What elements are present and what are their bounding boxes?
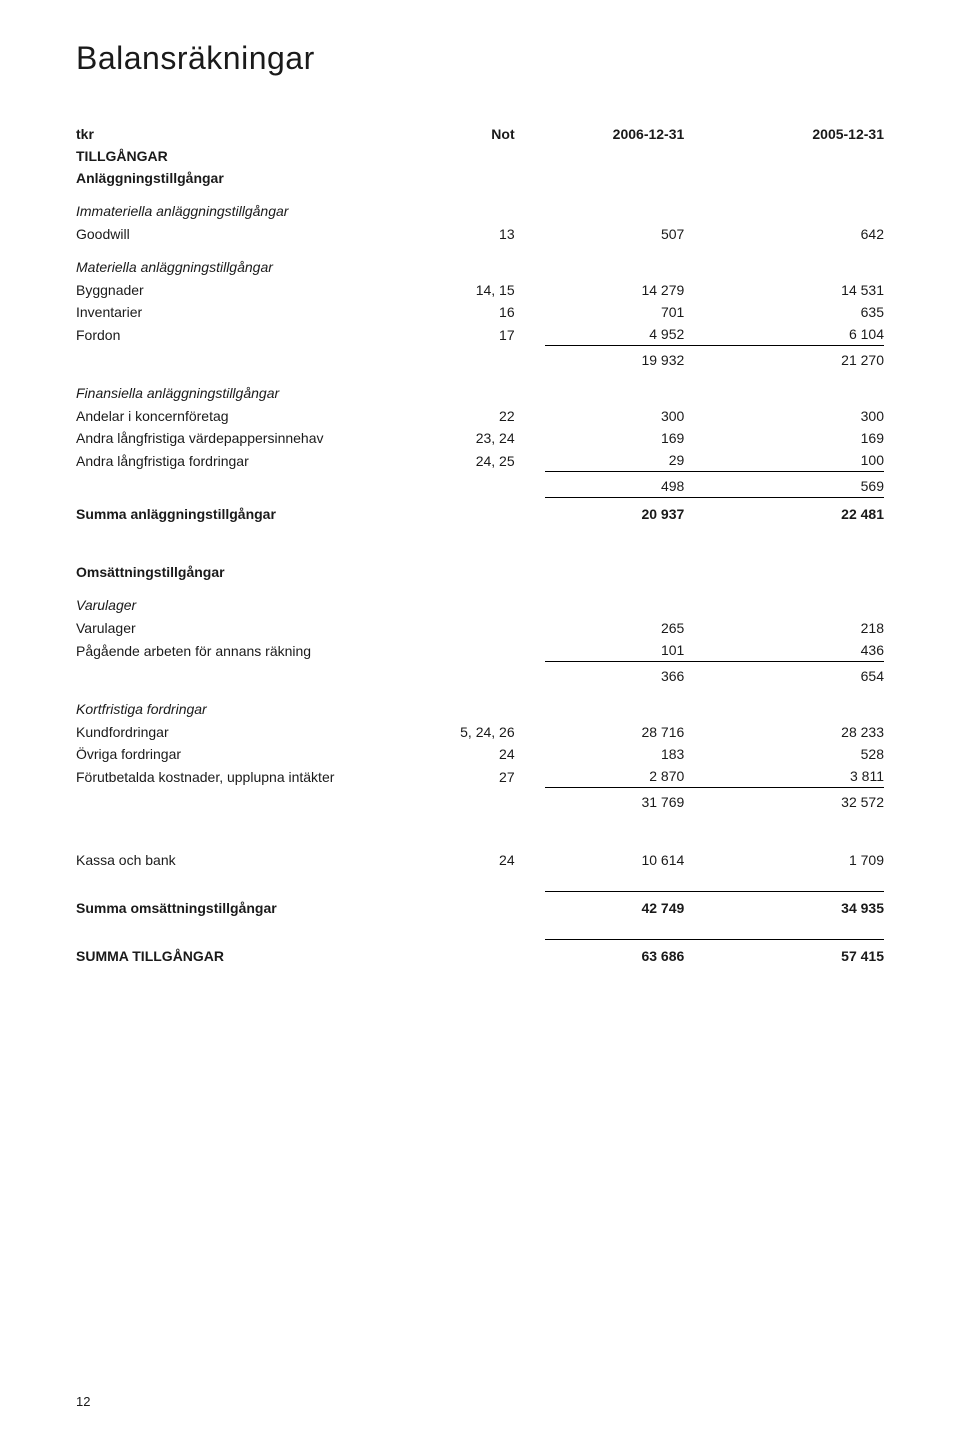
sum-total: SUMMA TILLGÅNGAR 63 686 57 415: [76, 940, 884, 968]
row-vardepapper: Andra långfristiga värdepappersinnehav 2…: [76, 427, 884, 449]
row-fordon: Fordon 17 4 952 6 104: [76, 323, 884, 346]
sum-omsattning: Summa omsättningstillgångar 42 749 34 93…: [76, 892, 884, 920]
section-omsattning: Omsättningstillgångar: [76, 561, 884, 583]
balance-sheet-table: tkr Not 2006-12-31 2005-12-31 TILLGÅNGAR…: [76, 123, 884, 967]
group-varulager: Varulager: [76, 583, 884, 617]
hdr-not: Not: [432, 123, 545, 145]
group-finansiella: Finansiella anläggningstillgångar: [76, 371, 884, 405]
hdr-2006: 2006-12-31: [545, 123, 715, 145]
row-andelar: Andelar i koncernföretag 22 300 300: [76, 405, 884, 427]
subtotal-finansiella: 498 569: [76, 472, 884, 498]
row-kassa: Kassa och bank 24 10 614 1 709: [76, 849, 884, 871]
row-kundfordringar: Kundfordringar 5, 24, 26 28 716 28 233: [76, 721, 884, 743]
subtotal-materiella: 19 932 21 270: [76, 346, 884, 372]
table-header: tkr Not 2006-12-31 2005-12-31: [76, 123, 884, 145]
hdr-2005: 2005-12-31: [714, 123, 884, 145]
row-ovriga-fordringar: Övriga fordringar 24 183 528: [76, 743, 884, 765]
section-anlaggning: Anläggningstillgångar: [76, 167, 884, 189]
row-goodwill: Goodwill 13 507 642: [76, 223, 884, 245]
sum-anlaggning: Summa anläggningstillgångar 20 937 22 48…: [76, 498, 884, 526]
group-immateriella: Immateriella anläggningstillgångar: [76, 189, 884, 223]
page: Balansräkningar tkr Not 2006-12-31 2005-…: [0, 0, 960, 1441]
row-byggnader: Byggnader 14, 15 14 279 14 531: [76, 279, 884, 301]
row-forutbetalda: Förutbetalda kostnader, upplupna intäkte…: [76, 765, 884, 788]
group-materiella: Materiella anläggningstillgångar: [76, 245, 884, 279]
subtotal-varulager: 366 654: [76, 662, 884, 688]
row-langfristiga-fordringar: Andra långfristiga fordringar 24, 25 29 …: [76, 449, 884, 472]
subtotal-kortfristiga: 31 769 32 572: [76, 788, 884, 814]
group-kortfristiga: Kortfristiga fordringar: [76, 687, 884, 721]
page-title: Balansräkningar: [76, 40, 884, 77]
section-tillgangar: TILLGÅNGAR: [76, 145, 884, 167]
hdr-tkr: tkr: [76, 123, 432, 145]
page-number: 12: [76, 1394, 90, 1409]
row-inventarier: Inventarier 16 701 635: [76, 301, 884, 323]
row-varulager: Varulager 265 218: [76, 617, 884, 639]
row-pagaende: Pågående arbeten för annans räkning 101 …: [76, 639, 884, 662]
